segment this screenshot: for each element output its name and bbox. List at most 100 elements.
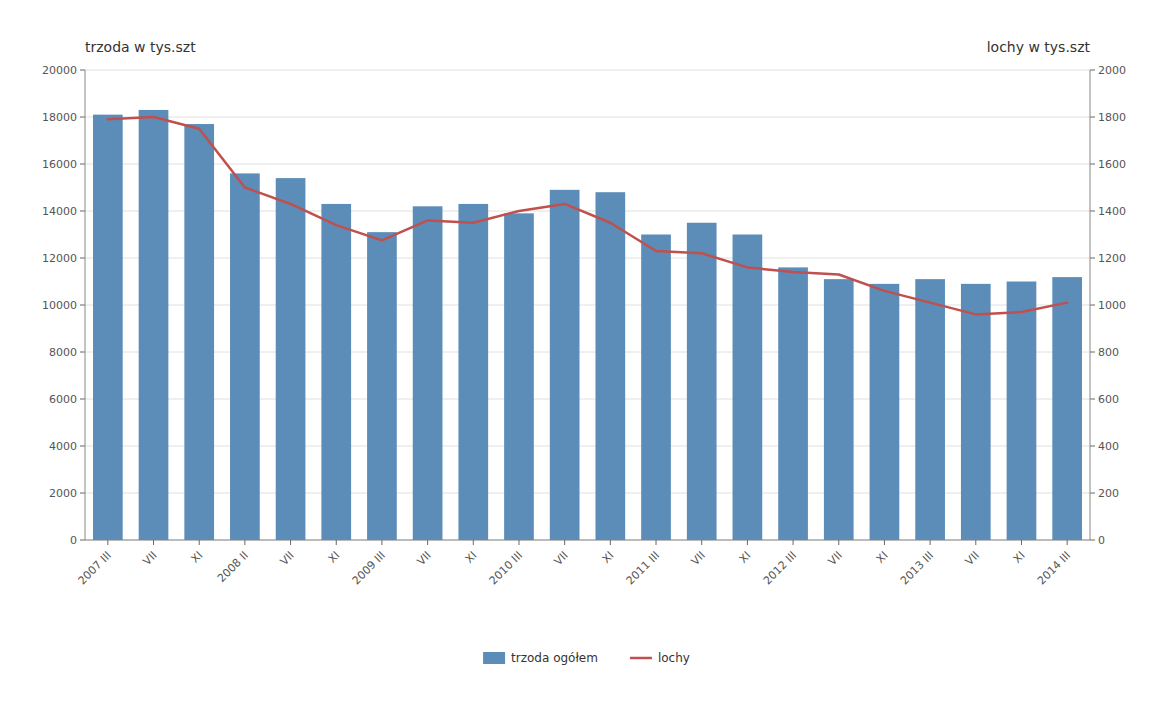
x-tick-label: 2011 III — [624, 549, 662, 587]
legend-label: trzoda ogółem — [511, 651, 598, 665]
y2-tick-label: 1800 — [1098, 111, 1126, 124]
x-tick-mark — [381, 540, 382, 545]
x-tick-label: 2012 III — [761, 549, 799, 587]
x-tick-mark — [793, 540, 794, 545]
y-tick-label: 10000 — [42, 299, 77, 312]
y-tick-label: 16000 — [42, 158, 77, 171]
bar — [1007, 282, 1037, 541]
bar — [550, 190, 580, 540]
bar — [139, 110, 169, 540]
bar — [367, 232, 397, 540]
tick-mark — [1090, 70, 1095, 71]
tick-mark — [80, 493, 85, 494]
y2-tick-label: 200 — [1098, 487, 1119, 500]
x-tick-label: XI — [189, 549, 206, 566]
x-tick-mark — [701, 540, 702, 545]
y2-tick-label: 1600 — [1098, 158, 1126, 171]
x-tick-mark — [518, 540, 519, 545]
y2-tick-label: 400 — [1098, 440, 1119, 453]
x-tick-label: 2009 III — [350, 549, 388, 587]
x-tick-mark — [107, 540, 108, 545]
x-tick-mark — [336, 540, 337, 545]
x-tick-label: 2008 II — [215, 549, 251, 585]
x-tick-label: XI — [326, 549, 343, 566]
bar — [595, 192, 625, 540]
y-tick-label: 8000 — [49, 346, 77, 359]
tick-mark — [80, 540, 85, 541]
y2-axis-label: lochy w tys.szt — [987, 39, 1091, 55]
bar — [733, 235, 763, 541]
tick-mark — [80, 258, 85, 259]
x-tick-mark — [427, 540, 428, 545]
y-axis — [85, 70, 86, 540]
bar — [778, 267, 808, 540]
y-tick-label: 14000 — [42, 205, 77, 218]
x-tick-label: 2007 III — [76, 549, 114, 587]
bar — [504, 213, 534, 540]
bar — [413, 206, 443, 540]
y2-axis — [1090, 70, 1091, 540]
x-tick-mark — [838, 540, 839, 545]
x-tick-mark — [747, 540, 748, 545]
bar — [230, 173, 260, 540]
bar — [915, 279, 945, 540]
x-tick-label: VII — [963, 549, 982, 568]
x-tick-label: XI — [737, 549, 754, 566]
y-tick-label: 18000 — [42, 111, 77, 124]
x-tick-mark — [930, 540, 931, 545]
bar — [824, 279, 854, 540]
tick-mark — [80, 70, 85, 71]
y-tick-label: 20000 — [42, 64, 77, 77]
y2-tick-label: 1000 — [1098, 299, 1126, 312]
x-tick-label: VII — [278, 549, 297, 568]
tick-mark — [1090, 540, 1095, 541]
x-tick-label: XI — [874, 549, 891, 566]
legend-label: lochy — [658, 651, 690, 665]
tick-mark — [80, 305, 85, 306]
tick-mark — [1090, 305, 1095, 306]
x-tick-label: XI — [1011, 549, 1028, 566]
x-tick-label: VII — [552, 549, 571, 568]
tick-mark — [80, 399, 85, 400]
bar — [1052, 277, 1082, 540]
tick-mark — [80, 446, 85, 447]
bar — [93, 115, 123, 540]
x-tick-mark — [610, 540, 611, 545]
x-tick-label: XI — [463, 549, 480, 566]
y-axis-label: trzoda w tys.szt — [85, 39, 196, 55]
x-tick-label: 2013 III — [898, 549, 936, 587]
tick-mark — [1090, 446, 1095, 447]
y2-tick-label: 800 — [1098, 346, 1119, 359]
y-tick-label: 4000 — [49, 440, 77, 453]
x-tick-mark — [656, 540, 657, 545]
x-tick-mark — [1021, 540, 1022, 545]
bar — [687, 223, 717, 540]
x-tick-label: XI — [600, 549, 617, 566]
tick-mark — [80, 211, 85, 212]
tick-mark — [1090, 211, 1095, 212]
x-tick-mark — [1067, 540, 1068, 545]
tick-mark — [80, 164, 85, 165]
line — [108, 117, 1067, 314]
x-tick-label: VII — [415, 549, 434, 568]
bar — [184, 124, 214, 540]
x-tick-mark — [564, 540, 565, 545]
y2-tick-label: 0 — [1098, 534, 1105, 547]
x-tick-label: 2014 III — [1035, 549, 1073, 587]
legend-swatch — [630, 657, 652, 660]
y-tick-label: 0 — [70, 534, 77, 547]
bar — [458, 204, 488, 540]
tick-mark — [1090, 493, 1095, 494]
tick-mark — [1090, 117, 1095, 118]
tick-mark — [80, 352, 85, 353]
y2-tick-label: 600 — [1098, 393, 1119, 406]
legend-swatch — [483, 652, 505, 664]
y-tick-label: 2000 — [49, 487, 77, 500]
tick-mark — [1090, 399, 1095, 400]
y2-tick-label: 1400 — [1098, 205, 1126, 218]
x-tick-mark — [244, 540, 245, 545]
bar — [276, 178, 306, 540]
x-tick-label: 2010 III — [487, 549, 525, 587]
legend: trzoda ogółem lochy — [483, 651, 690, 665]
x-tick-mark — [473, 540, 474, 545]
